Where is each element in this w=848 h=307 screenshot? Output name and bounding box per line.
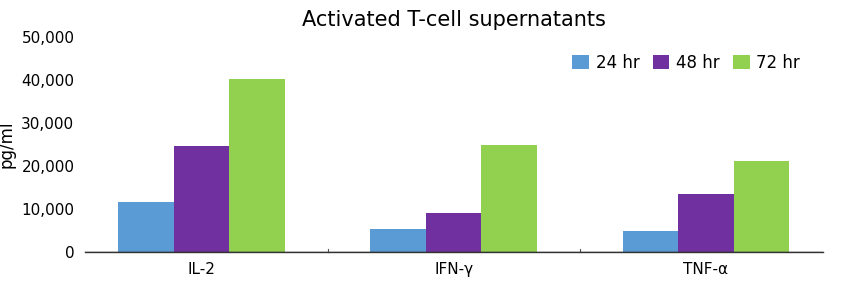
Bar bbox=[371, 229, 426, 252]
Bar bbox=[734, 161, 789, 252]
Bar bbox=[678, 194, 734, 252]
Bar bbox=[229, 79, 285, 252]
Title: Activated T-cell supernatants: Activated T-cell supernatants bbox=[302, 10, 605, 30]
Bar bbox=[119, 202, 174, 252]
Bar bbox=[622, 231, 678, 252]
Bar bbox=[482, 145, 537, 252]
Y-axis label: pg/ml: pg/ml bbox=[0, 121, 16, 168]
Bar bbox=[174, 146, 229, 252]
Legend: 24 hr, 48 hr, 72 hr: 24 hr, 48 hr, 72 hr bbox=[566, 47, 806, 79]
Bar bbox=[426, 213, 482, 252]
